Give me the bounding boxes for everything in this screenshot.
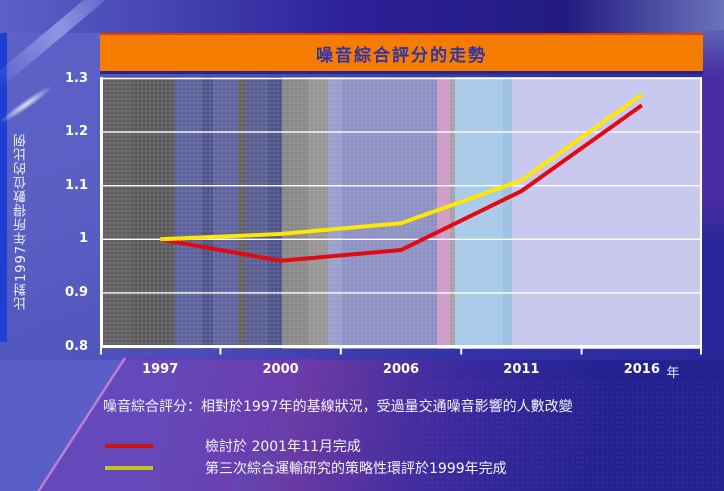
plot-band bbox=[450, 77, 455, 349]
x-tick-label: 2000 bbox=[262, 362, 299, 377]
legend-label: 第三次綜合運輸研究的策略性環評於1999年完成 bbox=[205, 461, 507, 477]
chart-title-bar: 噪音綜合評分的走勢 bbox=[100, 33, 703, 74]
background-top-band bbox=[0, 0, 724, 33]
chart-title: 噪音綜合評分的走勢 bbox=[316, 45, 487, 66]
legend-label: 檢討於 2001年11月完成 bbox=[205, 439, 361, 455]
plot-band bbox=[245, 77, 268, 349]
x-tick-label: 2016 bbox=[623, 362, 660, 377]
y-tick-label: 1.3 bbox=[64, 70, 88, 86]
plot-svg bbox=[100, 77, 702, 355]
background-right-lower bbox=[702, 240, 724, 491]
x-tick-label: 2011 bbox=[503, 362, 540, 377]
plot-band bbox=[213, 77, 238, 349]
y-tick-label: 1 bbox=[78, 231, 88, 247]
yellow-series-line bbox=[160, 92, 643, 242]
plot-band bbox=[308, 77, 328, 349]
plot-band bbox=[238, 77, 245, 349]
plot-band bbox=[202, 77, 213, 349]
plot-band bbox=[342, 77, 437, 349]
y-tick-label: 0.8 bbox=[64, 338, 88, 354]
plot-band bbox=[100, 77, 130, 349]
plot-band bbox=[328, 77, 342, 349]
legend-row-review: 檢討於 2001年11月完成 bbox=[105, 436, 361, 456]
red-line-swatch bbox=[105, 444, 153, 448]
x-tick-label: 1997 bbox=[142, 362, 179, 377]
plot-band bbox=[512, 77, 702, 349]
plot-band bbox=[282, 77, 308, 349]
red-series-line bbox=[159, 103, 643, 263]
plot-band bbox=[503, 77, 512, 349]
background-blue-strip bbox=[0, 0, 7, 342]
halftone-overlay bbox=[100, 77, 455, 349]
legend-row-ctr3-sea: 第三次綜合運輸研究的策略性環評於1999年完成 bbox=[105, 458, 507, 478]
background-right-column bbox=[702, 30, 724, 245]
y-tick-label: 1.1 bbox=[64, 177, 88, 193]
yellow-line-swatch bbox=[105, 466, 153, 470]
y-axis-title: 比對1997年所得數位的比例 bbox=[14, 132, 29, 310]
caption: 噪音綜合評分：相對於1997年的基線狀況，受過量交通噪音影響的人數改變 bbox=[103, 399, 573, 415]
plot-band bbox=[130, 77, 175, 349]
plot-band bbox=[437, 77, 450, 349]
y-tick-label: 0.9 bbox=[64, 284, 88, 300]
plot-band bbox=[268, 77, 282, 349]
plot-band bbox=[175, 77, 202, 349]
plot-area bbox=[100, 77, 702, 355]
x-axis-unit-label: 年 bbox=[666, 366, 680, 381]
y-tick-label: 1.2 bbox=[64, 124, 88, 140]
x-tick-label: 2006 bbox=[382, 362, 420, 377]
